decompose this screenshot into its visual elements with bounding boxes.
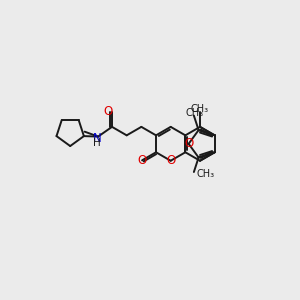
Text: O: O [166, 154, 175, 167]
Text: N: N [93, 132, 102, 145]
Text: O: O [137, 154, 147, 167]
Text: CH₃: CH₃ [197, 169, 215, 179]
Text: CH₃: CH₃ [191, 103, 209, 113]
Text: O: O [184, 137, 193, 150]
Text: CH₃: CH₃ [186, 107, 204, 118]
Text: O: O [103, 105, 113, 118]
Text: H: H [94, 138, 101, 148]
